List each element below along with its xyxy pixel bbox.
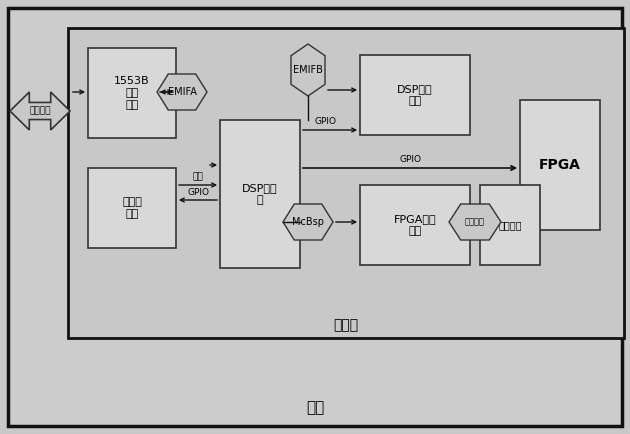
Polygon shape: [10, 92, 70, 130]
Text: 串行总线: 串行总线: [465, 217, 485, 227]
Text: 复位: 复位: [193, 172, 203, 181]
Text: 看门狗
电路: 看门狗 电路: [122, 197, 142, 219]
Text: FPGA存储
单元: FPGA存储 单元: [394, 214, 437, 236]
Text: 串行总线: 串行总线: [498, 220, 522, 230]
Text: EMIFB: EMIFB: [293, 65, 323, 75]
Polygon shape: [291, 44, 325, 96]
Text: 处理板: 处理板: [333, 318, 358, 332]
Bar: [88, 168, 176, 248]
Text: FPGA: FPGA: [539, 158, 581, 172]
Text: McBsp: McBsp: [292, 217, 324, 227]
Polygon shape: [283, 204, 333, 240]
Bar: [88, 48, 176, 138]
Bar: [360, 55, 470, 135]
Text: GPIO: GPIO: [314, 118, 336, 126]
Text: DSP处理
器: DSP处理 器: [242, 183, 278, 205]
Bar: [360, 185, 470, 265]
Bar: [220, 120, 300, 268]
Text: 通讯链路: 通讯链路: [29, 106, 51, 115]
Polygon shape: [157, 74, 207, 110]
Polygon shape: [449, 204, 501, 240]
Text: GPIO: GPIO: [399, 155, 421, 164]
Text: EMIFA: EMIFA: [168, 87, 197, 97]
Bar: [68, 28, 624, 338]
Text: GPIO: GPIO: [187, 187, 209, 197]
Bar: [520, 100, 600, 230]
Text: DSP存储
单元: DSP存储 单元: [397, 84, 433, 106]
Text: 1553B
接口
电路: 1553B 接口 电路: [114, 76, 150, 110]
Text: 机箱: 机箱: [306, 401, 324, 415]
Bar: [480, 185, 540, 265]
